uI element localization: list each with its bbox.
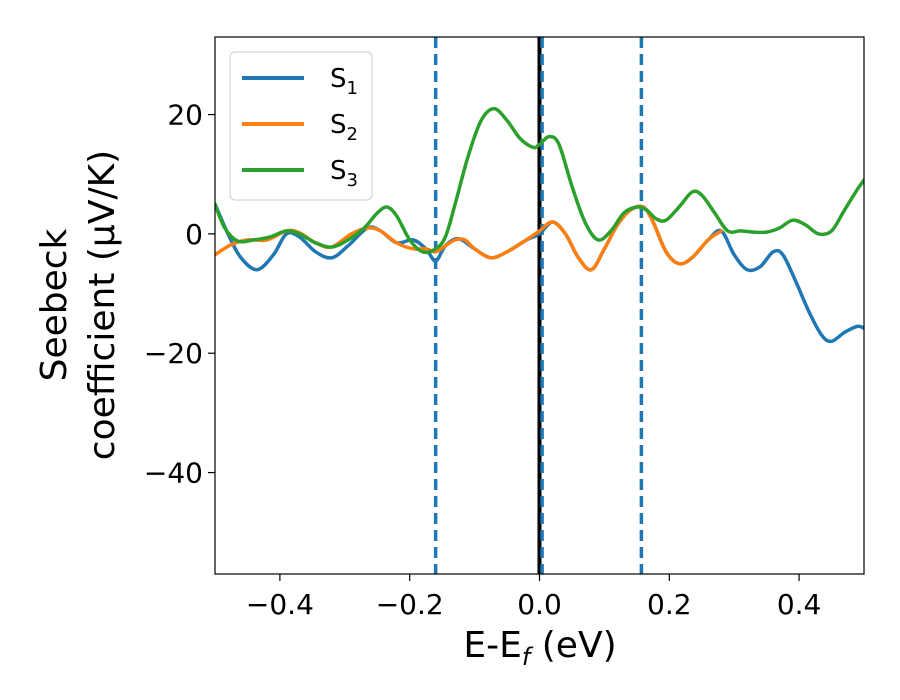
legend-label-s2: S2 bbox=[330, 110, 358, 145]
legend-label-s1: S1 bbox=[330, 64, 358, 99]
y-axis-title: Seebeck coefficient (μV/K) bbox=[34, 150, 123, 460]
y-tick-label: −40 bbox=[144, 457, 203, 490]
y-tick-label: 20 bbox=[167, 99, 203, 132]
series-lines bbox=[215, 106, 864, 344]
x-tick-label: −0.2 bbox=[376, 588, 444, 621]
legend: S1 S2 S3 bbox=[229, 51, 373, 201]
y-tick-label: −20 bbox=[144, 337, 203, 370]
series-line-s3 bbox=[215, 106, 864, 255]
x-axis: −0.4 −0.2 0.0 0.2 0.4 bbox=[246, 574, 821, 621]
legend-label-s3: S3 bbox=[330, 156, 358, 191]
x-tick-label: −0.4 bbox=[246, 588, 314, 621]
x-tick-label: 0.0 bbox=[517, 588, 562, 621]
y-axis-title-line2: coefficient (μV/K) bbox=[82, 150, 123, 460]
y-axis-title-line1: Seebeck bbox=[34, 228, 75, 381]
y-axis: −40 −20 0 20 bbox=[144, 99, 215, 490]
x-tick-label: 0.2 bbox=[647, 588, 692, 621]
x-axis-title: E-Ef (eV) bbox=[463, 625, 616, 671]
y-tick-label: 0 bbox=[185, 218, 203, 251]
reference-lines bbox=[433, 37, 644, 574]
x-tick-label: 0.4 bbox=[777, 588, 822, 621]
